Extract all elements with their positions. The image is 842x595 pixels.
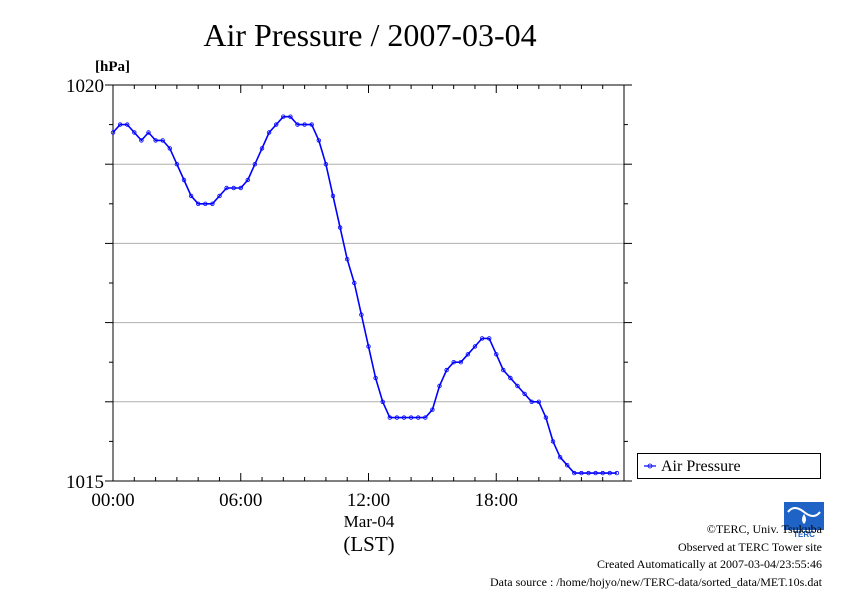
data-point <box>557 455 563 460</box>
data-point <box>259 146 265 151</box>
data-point <box>408 415 414 420</box>
legend-swatch-air-pressure <box>644 463 656 469</box>
y-axis-unit: [hPa] <box>95 59 130 75</box>
series-line <box>112 115 617 474</box>
data-point <box>387 415 392 420</box>
data-point <box>465 352 471 357</box>
data-point <box>401 415 407 420</box>
data-point <box>181 177 187 183</box>
data-point <box>252 161 258 167</box>
data-point <box>380 399 385 404</box>
copyright-text: ©TERC, Univ. Tsukuba <box>706 522 822 536</box>
data-point <box>210 201 215 206</box>
data-point <box>110 130 116 135</box>
data-point <box>316 138 321 143</box>
data-point <box>153 138 158 143</box>
data-point <box>117 122 123 127</box>
data-point <box>238 185 243 191</box>
data-point <box>522 391 527 397</box>
data-point <box>330 193 336 199</box>
data-point <box>600 470 605 476</box>
data-point <box>501 367 506 373</box>
x-tick-label: 18:00 <box>475 490 518 511</box>
observed-site-text: Observed at TERC Tower site <box>677 539 822 554</box>
data-point <box>536 399 541 404</box>
x-tick-labels: 00:00 06:00 12:00 18:00 <box>91 490 518 511</box>
data-point <box>245 177 250 183</box>
data-point <box>167 146 172 151</box>
data-point <box>529 399 534 404</box>
data-point <box>550 439 556 444</box>
data-point <box>451 360 456 365</box>
data-point <box>217 193 222 199</box>
data-source-text: Data source : /home/hojyo/new/TERC-data/… <box>489 574 822 589</box>
data-point <box>281 114 286 119</box>
data-point <box>515 383 520 389</box>
data-point <box>337 225 343 230</box>
data-point <box>231 185 236 191</box>
logo-text: TERC <box>793 530 815 538</box>
data-point <box>345 257 350 262</box>
data-point <box>124 122 130 127</box>
data-point <box>203 201 208 206</box>
terc-logo-icon: TERC <box>784 502 824 538</box>
credits-block: ©TERC, Univ. Tsukuba Observed at TERC To… <box>490 521 822 591</box>
data-point <box>224 185 229 191</box>
gridlines <box>113 163 624 403</box>
data-point <box>373 375 378 381</box>
data-point <box>309 122 314 127</box>
data-point <box>593 470 598 476</box>
x-tick-label: 00:00 <box>91 490 134 511</box>
y-tick-labels: 1015 1020 <box>66 76 104 493</box>
data-point <box>174 161 180 167</box>
data-point <box>416 415 421 420</box>
data-point <box>444 367 449 373</box>
data-point <box>352 280 357 286</box>
data-point <box>146 130 151 135</box>
x-tick-label: 06:00 <box>219 490 262 511</box>
chart-title: Air Pressure / 2007-03-04 <box>203 17 536 53</box>
data-point <box>586 470 591 476</box>
data-point <box>614 470 620 476</box>
data-point <box>487 336 492 341</box>
data-point <box>607 470 612 476</box>
data-point <box>366 344 371 349</box>
data-point <box>458 360 463 365</box>
data-point <box>508 375 513 381</box>
data-point <box>323 161 329 167</box>
data-point <box>479 336 485 341</box>
data-point <box>572 470 577 476</box>
chart-legend: Air Pressure <box>637 453 821 479</box>
ticks <box>105 84 632 482</box>
data-point <box>494 352 499 357</box>
data-point <box>472 344 478 349</box>
created-timestamp-text: Created Automatically at 2007-03-04/23:5… <box>597 557 822 571</box>
data-point <box>288 114 293 119</box>
data-point <box>132 130 137 135</box>
x-tick-label: 12:00 <box>347 490 390 511</box>
data-point <box>274 122 279 127</box>
data-point <box>359 312 364 317</box>
y-tick-label: 1015 <box>66 472 104 493</box>
x-axis-date-label: Mar-04 <box>344 512 395 531</box>
data-point <box>195 201 201 206</box>
data-point <box>188 193 194 199</box>
data-point <box>423 415 428 420</box>
data-point <box>543 415 549 420</box>
x-axis-unit-label: (LST) <box>343 532 394 556</box>
data-point <box>565 463 570 468</box>
y-tick-label: 1020 <box>66 76 104 97</box>
data-point <box>139 138 144 143</box>
series-layer <box>110 114 620 476</box>
data-point <box>160 138 165 143</box>
data-point <box>266 130 272 135</box>
data-point <box>579 470 584 476</box>
legend-label-air-pressure: Air Pressure <box>661 458 741 475</box>
data-point <box>430 407 435 412</box>
data-point <box>437 383 442 389</box>
data-point <box>295 122 300 127</box>
data-point <box>394 415 400 420</box>
data-point <box>302 122 307 127</box>
